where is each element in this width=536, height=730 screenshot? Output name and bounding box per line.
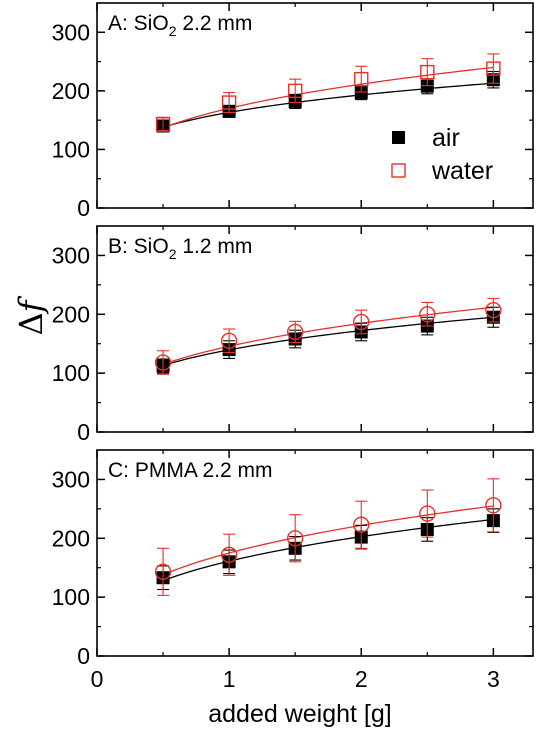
panel-title-subscript: 2	[169, 246, 177, 262]
y-tick-label: 0	[77, 195, 90, 221]
y-tick-label: 200	[52, 78, 90, 104]
y-axis-label-delta: Δ	[12, 312, 50, 335]
y-tick-label: 300	[52, 242, 90, 268]
y-tick-label: 200	[52, 301, 90, 327]
point-water	[155, 117, 171, 132]
plot-frame	[96, 225, 534, 433]
point-water	[287, 83, 303, 99]
panel-title-main: C: PMMA 2.2 mm	[108, 459, 273, 482]
y-axis-label: Δf	[12, 295, 50, 335]
panel-title: C: PMMA 2.2 mm	[108, 459, 273, 482]
fit-curve-air	[162, 316, 494, 367]
panel-title-rest: 2.2 mm	[176, 12, 252, 35]
y-tick-label: 0	[77, 643, 90, 669]
y-tick-label: 300	[52, 19, 90, 45]
point-water	[419, 505, 436, 522]
point-water	[221, 95, 237, 110]
panel-title-subscript: 2	[169, 23, 177, 39]
point-water	[353, 516, 370, 533]
point-water	[486, 61, 501, 76]
point-water	[485, 497, 502, 514]
point-water	[286, 530, 304, 547]
point-water	[220, 546, 238, 563]
panel-title: B: SiO2 1.2 mm	[108, 235, 252, 262]
point-air	[354, 86, 368, 100]
chart-panel: 0 100 200 300 B: SiO2 1.2 mm	[52, 225, 534, 445]
fit-curve-air	[162, 82, 494, 128]
point-water	[419, 306, 436, 323]
fit-curve-water	[162, 66, 494, 129]
point-water	[353, 313, 370, 331]
plot-frame	[96, 449, 534, 657]
chart-panel: 0 100 200 300 0 1 2 3 C: PMMA 2.2 mm	[52, 449, 534, 692]
legend-label-air: air	[432, 124, 460, 152]
x-tick-label: 3	[487, 666, 500, 692]
x-tick-label: 1	[223, 666, 236, 692]
point-water	[154, 563, 172, 581]
legend: air water	[391, 124, 493, 185]
legend-label-water: water	[431, 157, 493, 185]
point-water	[286, 323, 304, 341]
fit-curve-air	[162, 518, 494, 582]
legend-marker-water	[391, 163, 406, 178]
plot-frame	[96, 2, 534, 209]
point-water	[420, 64, 435, 80]
y-tick-label: 0	[77, 419, 90, 445]
point-water	[220, 332, 238, 349]
panel-title-rest: 1.2 mm	[176, 235, 252, 258]
y-tick-label: 100	[52, 136, 90, 162]
y-tick-label: 100	[52, 360, 90, 386]
panel-title-main: B: SiO	[108, 235, 169, 258]
point-air	[420, 79, 434, 93]
x-tick-label: 0	[91, 666, 104, 692]
y-tick-label: 300	[52, 466, 90, 492]
fit-curve-water	[162, 306, 494, 365]
panel-title-main: A: SiO	[108, 12, 169, 35]
chart-panel: 0 100 200 300 A: SiO2 2.2 mm air water	[52, 2, 534, 221]
y-tick-label: 100	[52, 584, 90, 610]
y-tick-label: 200	[52, 525, 90, 551]
y-axis-label-var: f	[12, 295, 50, 314]
panel-title: A: SiO2 2.2 mm	[108, 12, 252, 39]
point-water	[485, 301, 502, 319]
x-tick-label: 2	[355, 666, 368, 692]
fit-curve-water	[162, 505, 494, 576]
legend-marker-air	[392, 131, 405, 144]
point-water	[154, 354, 172, 371]
x-axis-label: added weight [g]	[208, 700, 391, 728]
point-water	[354, 71, 369, 87]
